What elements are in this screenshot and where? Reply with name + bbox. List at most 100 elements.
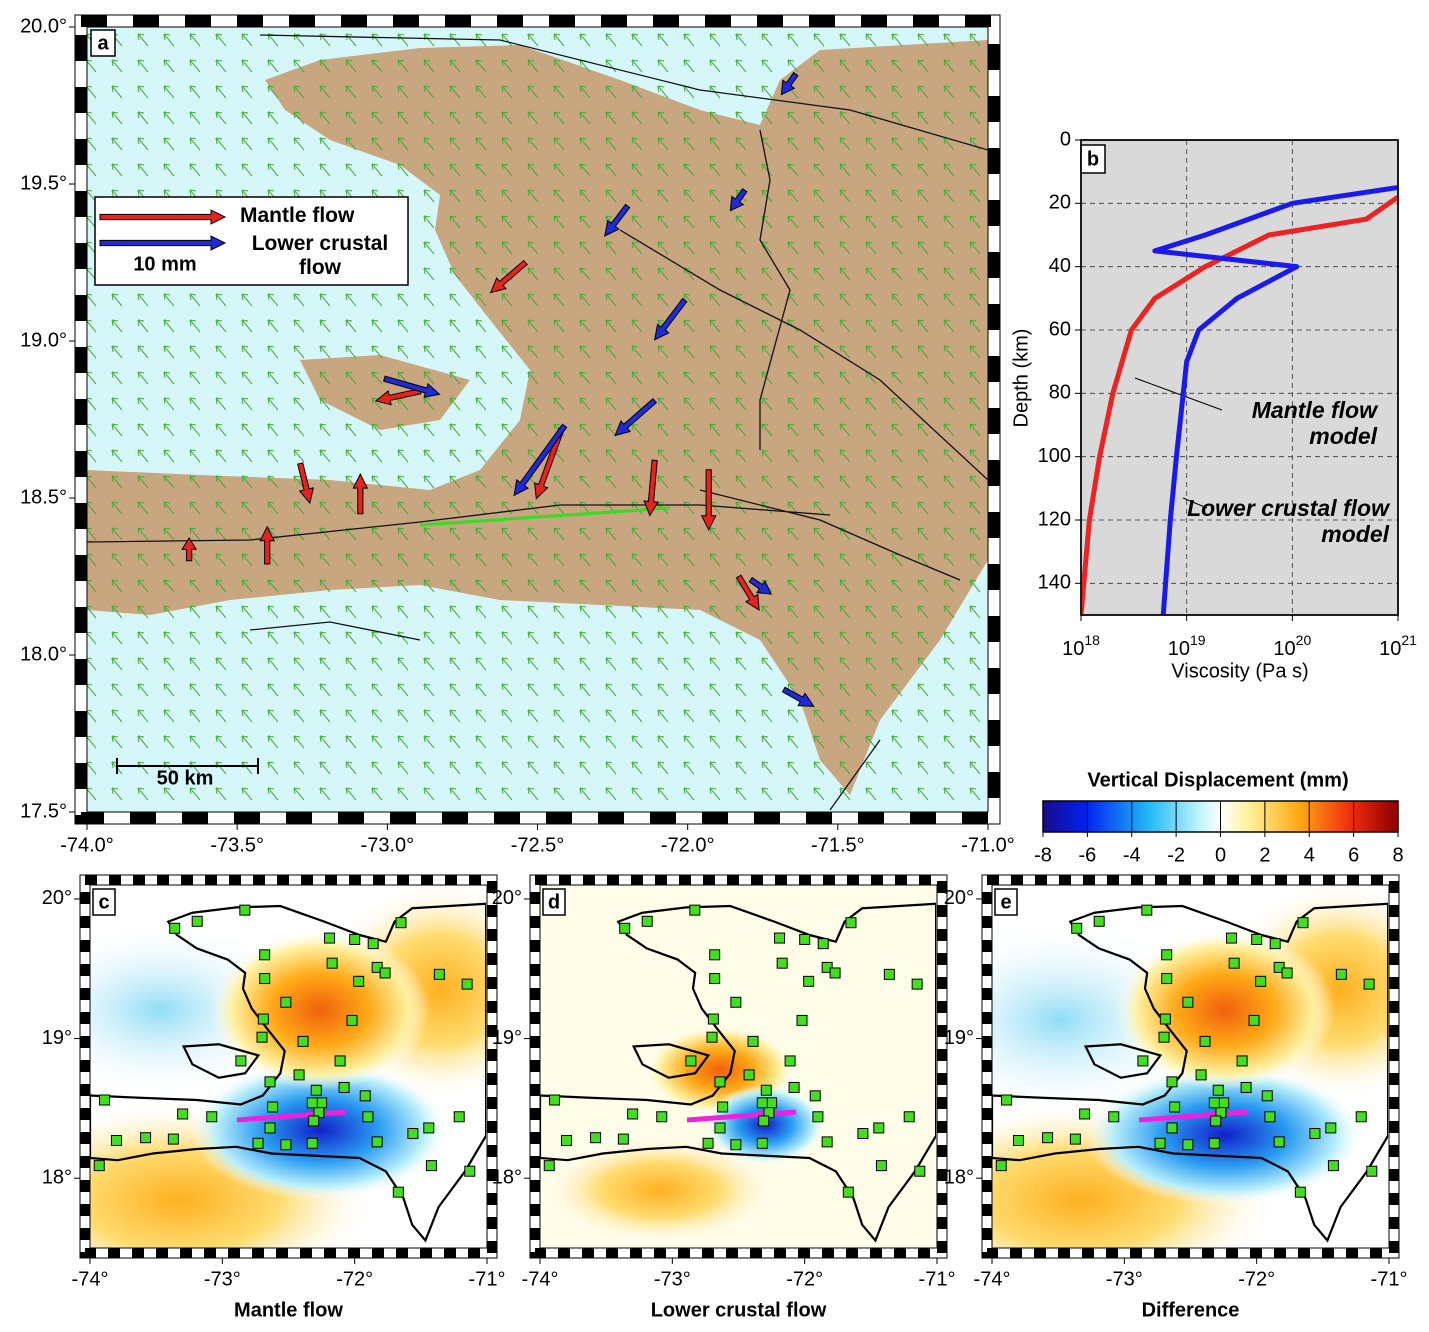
x-tick-label: 1021 — [1379, 632, 1417, 661]
station — [657, 1112, 667, 1122]
station — [1167, 1123, 1177, 1133]
station — [775, 933, 785, 943]
y-tick-label: 18° — [944, 1166, 974, 1188]
x-tick-label: 1019 — [1168, 632, 1206, 661]
station — [1070, 1134, 1080, 1144]
station — [339, 1082, 349, 1092]
station — [368, 939, 378, 949]
station — [767, 1098, 777, 1108]
y-tick-label: 17.5° — [20, 800, 67, 822]
station — [1229, 958, 1239, 968]
colorbar-tick-label: -8 — [1034, 844, 1052, 866]
station — [544, 1161, 554, 1171]
station — [708, 1014, 718, 1024]
station — [1310, 1129, 1320, 1139]
x-tick-label: -71° — [919, 1268, 956, 1290]
colorbar-tick-label: -4 — [1123, 844, 1141, 866]
station — [618, 1134, 628, 1144]
tick-base: 10 — [1273, 638, 1295, 660]
y-tick-label: 20.0° — [20, 15, 67, 37]
station — [372, 1137, 382, 1147]
panel-label: a — [97, 32, 109, 54]
station — [1274, 1137, 1284, 1147]
station — [846, 918, 856, 928]
station — [347, 1015, 357, 1025]
y-tick-label: 19.0° — [20, 329, 67, 351]
station — [628, 1109, 638, 1119]
field-e — [880, 880, 1429, 1300]
station — [1142, 905, 1152, 915]
line-label: Lower crustal flow model — [1175, 495, 1389, 547]
station — [260, 950, 270, 960]
station — [207, 1112, 217, 1122]
station — [454, 1112, 464, 1122]
y-tick-label: 19° — [492, 1027, 522, 1049]
x-tick-label: 1018 — [1062, 632, 1100, 661]
station — [912, 979, 922, 989]
station — [1367, 1166, 1377, 1176]
station — [354, 976, 364, 986]
station — [240, 905, 250, 915]
station — [1162, 950, 1172, 960]
station — [561, 1135, 571, 1145]
station — [311, 1085, 321, 1095]
panel-title: Difference — [1142, 1299, 1240, 1321]
station — [904, 1112, 914, 1122]
station — [686, 1056, 696, 1066]
station — [1072, 923, 1082, 933]
station — [797, 1015, 807, 1025]
colorbar-tick-label: 6 — [1348, 844, 1359, 866]
y-tick-label: 0 — [1060, 128, 1071, 150]
station — [1282, 968, 1292, 978]
y-tick-label: 120 — [1038, 508, 1071, 530]
station — [1227, 933, 1237, 943]
station — [257, 1032, 267, 1042]
station — [789, 1082, 799, 1092]
station — [327, 958, 337, 968]
field-d — [540, 885, 937, 1248]
colorbar-tick-label: 8 — [1392, 844, 1403, 866]
x-tick-label: -71° — [469, 1268, 506, 1290]
station — [465, 1166, 475, 1176]
station — [690, 905, 700, 915]
station — [707, 1032, 717, 1042]
scale-label: 50 km — [157, 767, 214, 789]
y-tick-label: 19.5° — [20, 172, 67, 194]
station — [1109, 1112, 1119, 1122]
station — [1328, 1161, 1338, 1171]
station — [111, 1135, 121, 1145]
y-tick-label: 60 — [1049, 318, 1071, 340]
station — [715, 1123, 725, 1133]
station — [813, 1112, 823, 1122]
y-tick-label: 18° — [42, 1166, 72, 1188]
station — [236, 1056, 246, 1066]
station — [1162, 974, 1172, 984]
y-tick-label: 20° — [944, 887, 974, 909]
x-tick-label: -72.0° — [661, 834, 715, 856]
y-tick-label: 80 — [1049, 382, 1071, 404]
station — [168, 1134, 178, 1144]
panel-title: Mantle flow — [234, 1299, 343, 1321]
station — [761, 1085, 771, 1095]
station — [748, 1036, 758, 1046]
station — [100, 1095, 110, 1105]
y-tick-label: 20° — [42, 887, 72, 909]
x-tick-label: -72° — [336, 1268, 373, 1290]
station — [1160, 1014, 1170, 1024]
y-tick-label: 100 — [1038, 445, 1071, 467]
y-tick-label: 20° — [492, 887, 522, 909]
x-tick-label: 1020 — [1273, 632, 1311, 661]
station — [408, 1129, 418, 1139]
y-tick-label: 18° — [492, 1166, 522, 1188]
x-tick-label: -71.5° — [811, 834, 865, 856]
colorbar-tick-label: 0 — [1215, 844, 1226, 866]
x-tick-label: -74° — [72, 1268, 109, 1290]
colorbar-tick-label: -2 — [1167, 844, 1185, 866]
station — [258, 1014, 268, 1024]
station — [800, 934, 810, 944]
station — [1200, 1036, 1210, 1046]
station — [281, 1140, 291, 1150]
station — [1252, 934, 1262, 944]
station — [335, 1056, 345, 1066]
station — [1356, 1112, 1366, 1122]
